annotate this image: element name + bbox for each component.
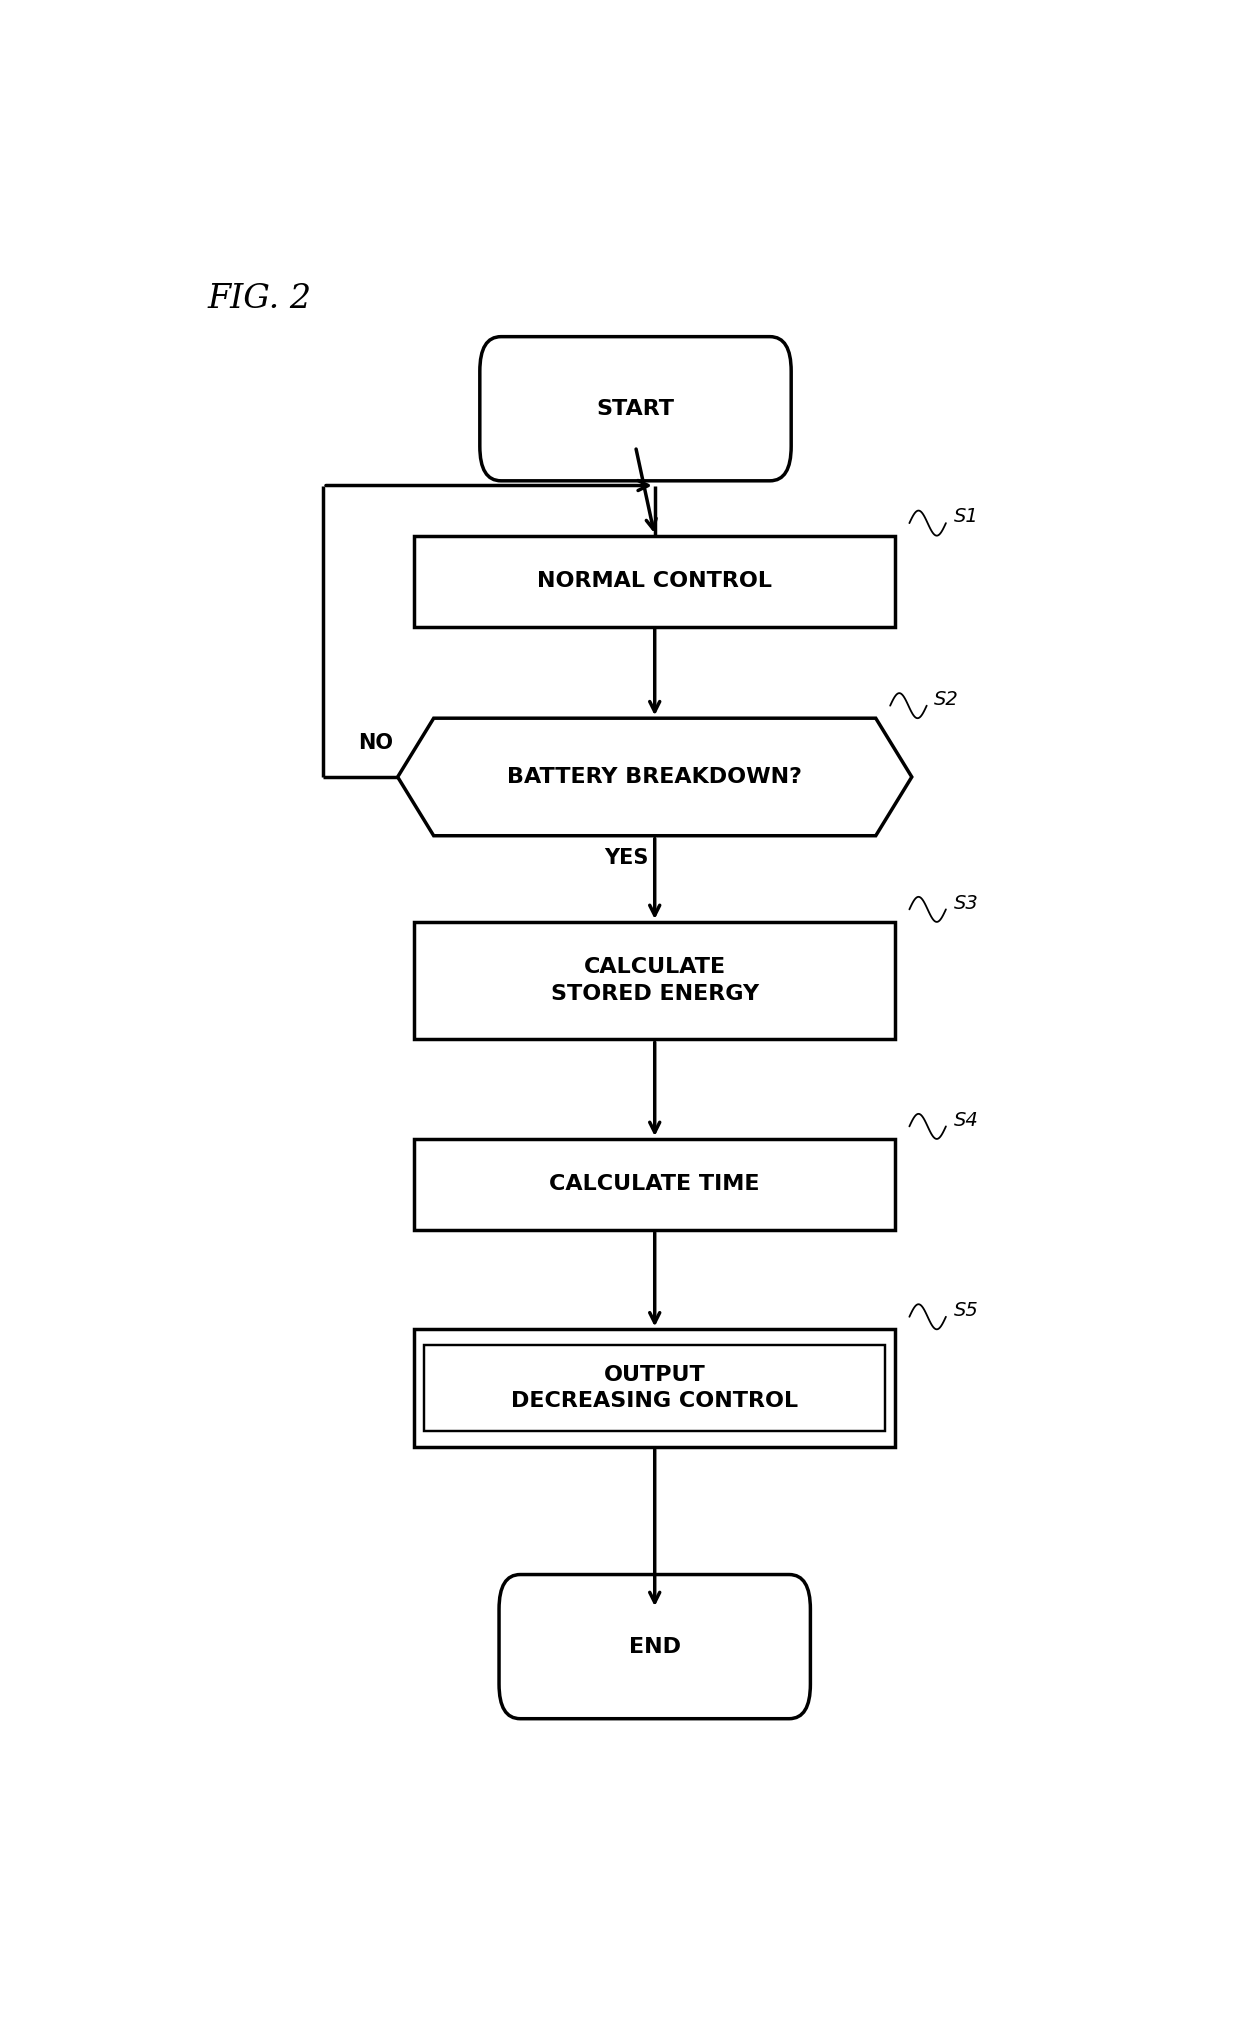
Bar <box>414 1140 895 1229</box>
Text: BATTERY BREAKDOWN?: BATTERY BREAKDOWN? <box>507 767 802 788</box>
Text: END: END <box>629 1636 681 1656</box>
Text: S5: S5 <box>954 1300 978 1321</box>
Text: CALCULATE TIME: CALCULATE TIME <box>549 1174 760 1195</box>
Text: S3: S3 <box>954 893 978 912</box>
Text: S1: S1 <box>954 507 978 527</box>
Bar <box>414 922 895 1040</box>
Text: START: START <box>596 399 675 419</box>
Text: S4: S4 <box>954 1111 978 1129</box>
Text: OUTPUT
DECREASING CONTROL: OUTPUT DECREASING CONTROL <box>511 1365 799 1412</box>
Text: NORMAL CONTROL: NORMAL CONTROL <box>537 572 773 590</box>
FancyBboxPatch shape <box>498 1575 811 1720</box>
FancyBboxPatch shape <box>480 336 791 480</box>
Text: YES: YES <box>604 849 649 869</box>
Text: S2: S2 <box>935 690 959 708</box>
Bar <box>414 1329 895 1447</box>
Text: CALCULATE
STORED ENERGY: CALCULATE STORED ENERGY <box>551 956 759 1003</box>
Text: NO: NO <box>358 733 393 753</box>
Bar <box>424 1345 885 1431</box>
Polygon shape <box>398 718 911 836</box>
Bar <box>414 535 895 627</box>
Text: FIG. 2: FIG. 2 <box>208 283 312 315</box>
